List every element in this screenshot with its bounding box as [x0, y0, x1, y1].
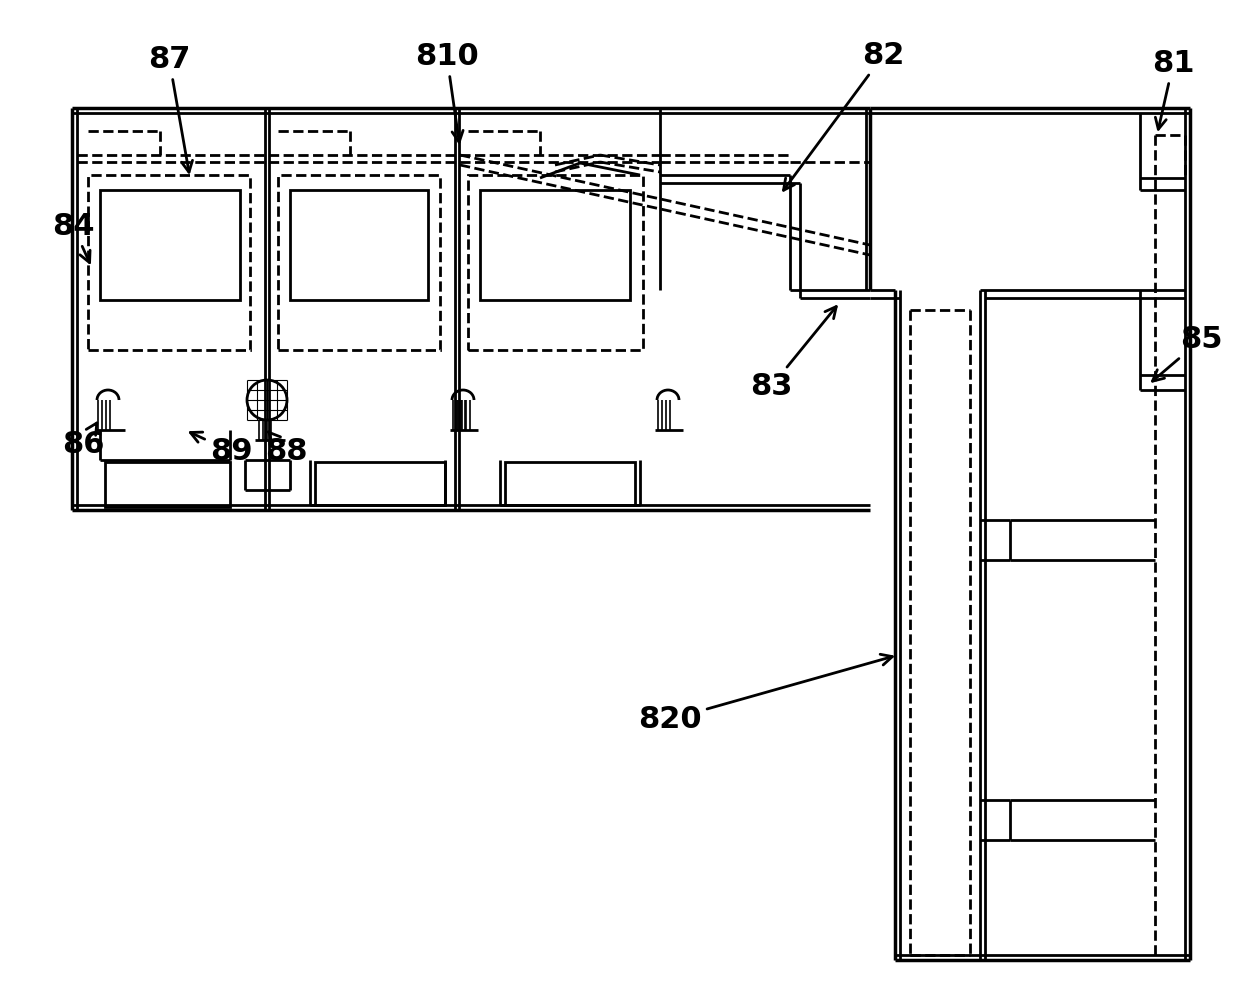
Text: 83: 83 — [750, 306, 836, 401]
Text: 86: 86 — [62, 423, 104, 459]
Bar — [105, 462, 229, 507]
Bar — [315, 462, 445, 505]
Text: 810: 810 — [415, 42, 479, 143]
Text: 81: 81 — [1152, 49, 1194, 130]
Bar — [278, 175, 440, 350]
Bar — [505, 462, 635, 505]
Text: 82: 82 — [784, 41, 904, 190]
Text: 85: 85 — [1152, 325, 1223, 381]
Text: 87: 87 — [148, 45, 192, 172]
Bar — [467, 175, 644, 350]
Text: 84: 84 — [52, 212, 94, 262]
Text: 820: 820 — [639, 654, 893, 734]
Bar — [88, 175, 250, 350]
Text: 89: 89 — [190, 432, 253, 466]
Bar — [290, 190, 428, 300]
Bar — [100, 190, 241, 300]
Bar — [480, 190, 630, 300]
Text: 88: 88 — [265, 432, 308, 466]
